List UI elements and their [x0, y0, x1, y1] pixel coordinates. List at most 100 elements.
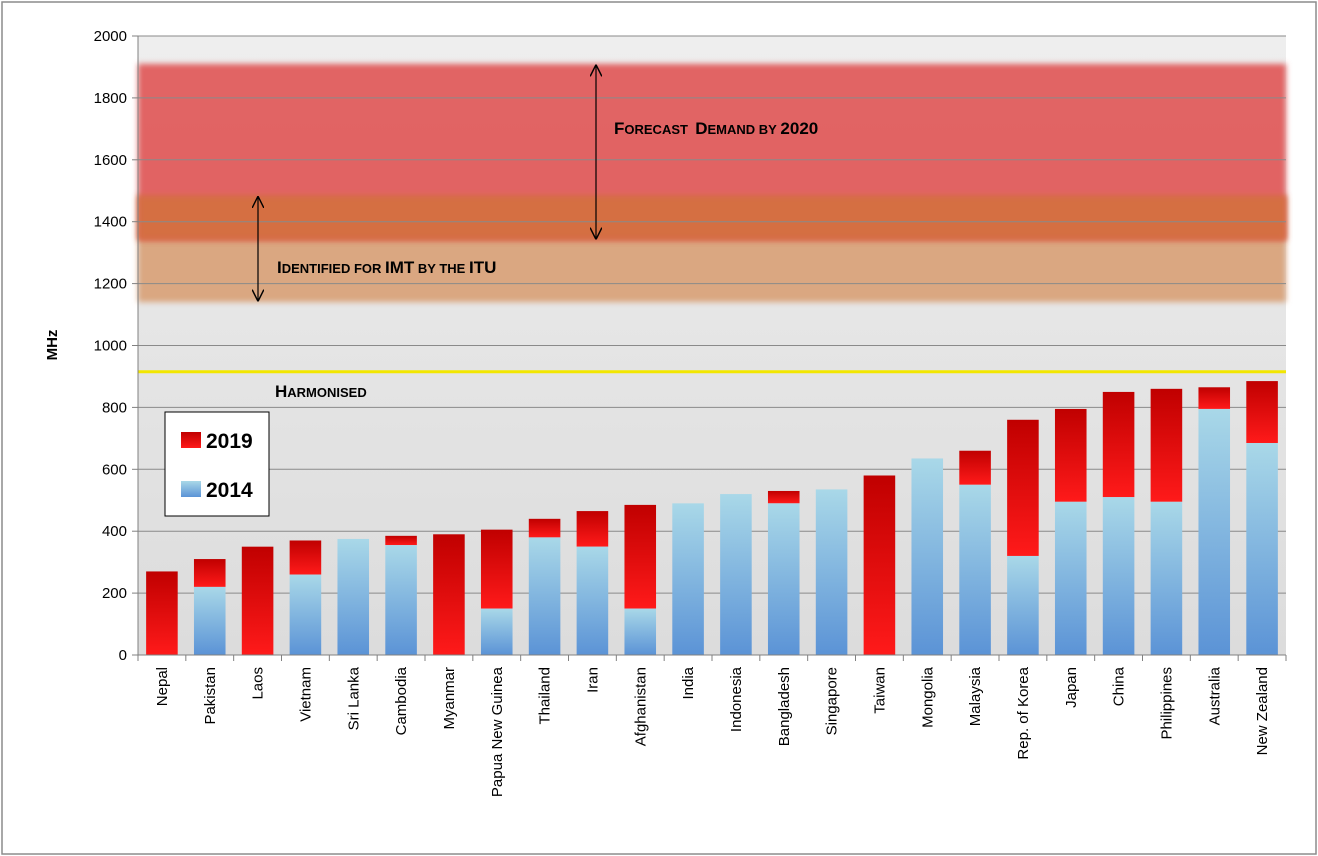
bar-2019-23 [1246, 381, 1278, 443]
x-tick-label: Bangladesh [776, 667, 793, 746]
bar-2014-20 [1102, 497, 1135, 655]
bar-2014-4 [337, 538, 370, 655]
bands [138, 63, 1286, 303]
legend-label-2014: 2014 [206, 479, 253, 502]
y-tick-label: 1600 [94, 152, 127, 169]
bar-2014-22 [1198, 408, 1231, 655]
bar-2019-22 [1198, 387, 1231, 409]
band-overlap [138, 195, 1286, 241]
y-tick-label: 400 [102, 523, 127, 540]
x-tick-label: China [1111, 666, 1128, 706]
bar-2019-17 [959, 450, 991, 485]
bar-2019-8 [528, 518, 561, 538]
legend-swatch-2014 [181, 481, 201, 497]
x-tick-label: Australia [1206, 666, 1223, 725]
gridlines [132, 35, 1288, 656]
bar-2019-2 [241, 546, 274, 655]
y-tick-label: 0 [119, 647, 127, 664]
x-tick-label: Indonesia [728, 666, 745, 732]
annotation-part: ORECAST [624, 122, 695, 137]
bars [146, 381, 1278, 655]
bar-2019-20 [1102, 391, 1135, 498]
bar-2019-18 [1007, 419, 1039, 556]
x-tick-label: Mongolia [919, 666, 936, 728]
x-tick-label: Nepal [154, 667, 171, 706]
annotation-part: 2020 [780, 119, 818, 138]
annotation-part: DENTIFIED FOR [282, 261, 385, 276]
x-tick-label: Iran [584, 667, 601, 693]
x-tick-label: Rep. of Korea [1015, 666, 1032, 759]
bar-2014-8 [528, 537, 561, 655]
x-tick-label: Thailand [537, 667, 554, 725]
bar-2014-7 [480, 608, 513, 655]
annotation-part: EMAND BY [707, 122, 780, 137]
y-tick-label: 1800 [94, 90, 127, 107]
legend-label-2019: 2019 [206, 430, 253, 453]
annotation-part: ITU [469, 258, 496, 277]
bar-2014-18 [1007, 555, 1039, 655]
x-tick-label: Cambodia [393, 666, 410, 735]
bar-2014-10 [624, 608, 657, 655]
bar-2014-23 [1246, 442, 1278, 655]
x-tick-labels: Nepal Pakistan Laos Vietnam Sri Lanka Cambodi… [154, 666, 1271, 797]
x-tick-label: Pakistan [202, 667, 219, 725]
annotation-part: ARMONISED [287, 385, 366, 400]
x-tick-label: Papua New Guinea [489, 666, 506, 797]
bar-2019-1 [193, 559, 226, 587]
y-tick-label: 1000 [94, 338, 127, 355]
x-tick-label: Vietnam [297, 667, 314, 722]
bar-2019-15 [863, 475, 896, 655]
legend: 2019 2014 [164, 411, 270, 517]
y-tick-label: 200 [102, 585, 127, 602]
bar-2014-13 [767, 503, 800, 655]
y-axis-label: MHz [44, 330, 61, 361]
bar-2014-21 [1150, 501, 1183, 655]
bar-2014-16 [911, 458, 944, 655]
y-tick-label: 1200 [94, 276, 127, 293]
y-tick-label: 1400 [94, 214, 127, 231]
x-tick-label: Myanmar [441, 667, 458, 730]
annotation-part: BY THE [414, 261, 469, 276]
bar-2014-19 [1054, 501, 1087, 655]
x-tick-label: Sri Lanka [345, 666, 362, 730]
annotation-part: F [614, 119, 624, 138]
identified-itu-label: IDENTIFIED FOR IMT BY THE ITU [277, 258, 496, 277]
bar-2019-10 [624, 504, 657, 609]
x-tick-label: Afghanistan [632, 667, 649, 746]
harmonised-label: HARMONISED [275, 382, 367, 401]
bar-2014-17 [959, 484, 991, 655]
x-tick-label: Laos [250, 667, 267, 700]
axes [137, 36, 1287, 661]
forecast-demand-label: FORECAST DEMAND BY 2020 [614, 119, 818, 138]
bar-2019-21 [1150, 388, 1183, 502]
x-tick-label: Philippines [1158, 667, 1175, 740]
y-tick-label: 800 [102, 399, 127, 416]
bar-2019-6 [433, 534, 465, 655]
bar-2019-0 [146, 571, 178, 655]
bar-2014-11 [672, 503, 704, 655]
annotation-part: D [695, 119, 707, 138]
bar-2019-3 [289, 540, 322, 575]
bar-2014-12 [720, 494, 752, 655]
y-tick-label: 600 [102, 461, 127, 478]
x-tick-label: New Zealand [1254, 667, 1271, 755]
x-tick-label: India [680, 666, 697, 699]
annotation-part: IMT [385, 258, 415, 277]
annotations: FORECAST DEMAND BY 2020 IDENTIFIED FOR IM… [258, 66, 818, 401]
x-tick-label: Taiwan [871, 667, 888, 714]
bar-2014-14 [815, 489, 848, 655]
x-tick-label: Singapore [824, 667, 841, 735]
bar-2014-3 [289, 574, 322, 655]
annotation-part: H [275, 382, 287, 401]
legend-box [164, 411, 270, 517]
bar-2014-5 [385, 545, 417, 655]
x-tick-label: Malaysia [967, 666, 984, 726]
bar-2014-1 [193, 586, 226, 655]
y-tick-label: 2000 [94, 28, 127, 45]
bar-2019-19 [1054, 408, 1087, 502]
annotation-part: I [277, 258, 282, 277]
bar-2019-5 [385, 535, 417, 546]
bar-2019-9 [576, 511, 609, 547]
bar-2019-13 [767, 490, 800, 504]
